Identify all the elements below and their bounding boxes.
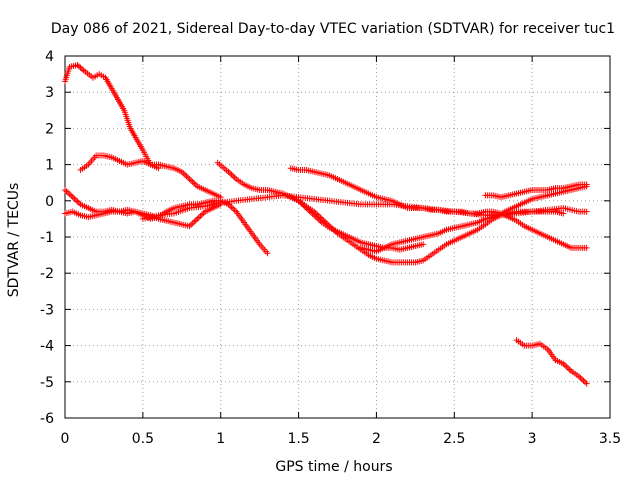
data-point: [227, 170, 234, 177]
x-tick-label: 3.5: [599, 431, 621, 447]
data-point: [186, 176, 193, 183]
data-point: [185, 174, 192, 181]
data-point: [74, 198, 81, 205]
data-point: [228, 171, 235, 178]
y-tick-label: 3: [45, 85, 54, 101]
data-point: [582, 379, 589, 386]
series-track-11: [513, 337, 590, 387]
data-point: [192, 217, 199, 224]
data-point: [76, 63, 83, 70]
data-point: [65, 189, 72, 196]
data-point: [560, 210, 567, 217]
y-tick-label: -5: [40, 375, 54, 391]
data-point: [583, 380, 590, 387]
data-point: [566, 366, 573, 373]
data-point: [189, 178, 196, 185]
x-tick-label: 0: [61, 431, 70, 447]
data-point: [63, 188, 70, 195]
data-point: [79, 66, 86, 73]
y-tick-label: 4: [45, 49, 54, 65]
data-point: [583, 244, 590, 251]
x-axis-label: GPS time / hours: [275, 459, 392, 475]
y-tick-label: -3: [40, 302, 54, 318]
data-point: [72, 197, 79, 204]
data-point: [578, 376, 585, 383]
y-tick-label: -1: [40, 230, 54, 246]
data-point: [62, 186, 68, 193]
data-point: [191, 218, 198, 225]
data-point: [577, 374, 584, 381]
data-point: [69, 194, 76, 201]
data-point: [230, 205, 237, 212]
x-tick-label: 2: [372, 431, 381, 447]
x-tick-label: 2.5: [443, 431, 465, 447]
x-tick-label: 3: [528, 431, 537, 447]
data-point: [564, 365, 571, 372]
x-tick-label: 1.5: [287, 431, 309, 447]
data-point: [230, 173, 237, 180]
y-tick-label: -2: [40, 266, 54, 282]
data-point: [228, 204, 235, 211]
data-point: [563, 363, 570, 370]
series-track-8: [287, 194, 567, 266]
y-tick-label: 0: [45, 194, 54, 210]
data-point: [188, 177, 195, 184]
data-point: [68, 192, 75, 199]
data-point: [71, 195, 78, 202]
data-point: [181, 171, 188, 178]
data-point: [231, 207, 238, 214]
x-tick-label: 0.5: [132, 431, 154, 447]
data-point: [231, 174, 238, 181]
data-point: [583, 208, 590, 215]
grid: [65, 56, 610, 418]
data-point: [264, 250, 271, 257]
series-track-4: [62, 197, 271, 257]
series-track-7: [287, 165, 590, 251]
data-point: [420, 241, 427, 248]
axis-ticks: 0 0.5 1 1.5 2 2.5 3 3.5 -6 -5 -4 -3 -2 -1 0 1 2 3 4: [40, 49, 621, 447]
chart-title: Day 086 of 2021, Sidereal Day-to-day VTE…: [51, 21, 615, 37]
data-point: [199, 211, 206, 218]
data-point: [66, 191, 73, 198]
data-point: [195, 214, 202, 221]
series-track-9: [357, 183, 590, 255]
data-point: [580, 377, 587, 384]
y-axis-label: SDTVAR / TECUs: [6, 183, 22, 298]
series-track-2: [77, 152, 224, 201]
data-point: [183, 173, 190, 180]
data-point: [194, 215, 201, 222]
data-point: [583, 181, 590, 188]
y-tick-label: 2: [45, 121, 54, 137]
data-point: [191, 180, 198, 187]
data-series: [62, 62, 590, 387]
data-point: [188, 221, 195, 228]
y-tick-label: -6: [40, 411, 54, 427]
y-tick-label: 1: [45, 158, 54, 174]
data-point: [197, 213, 204, 220]
series-track-10: [482, 181, 590, 201]
y-tick-label: -4: [40, 339, 54, 355]
series-track-5: [139, 192, 590, 222]
x-tick-label: 1: [216, 431, 225, 447]
